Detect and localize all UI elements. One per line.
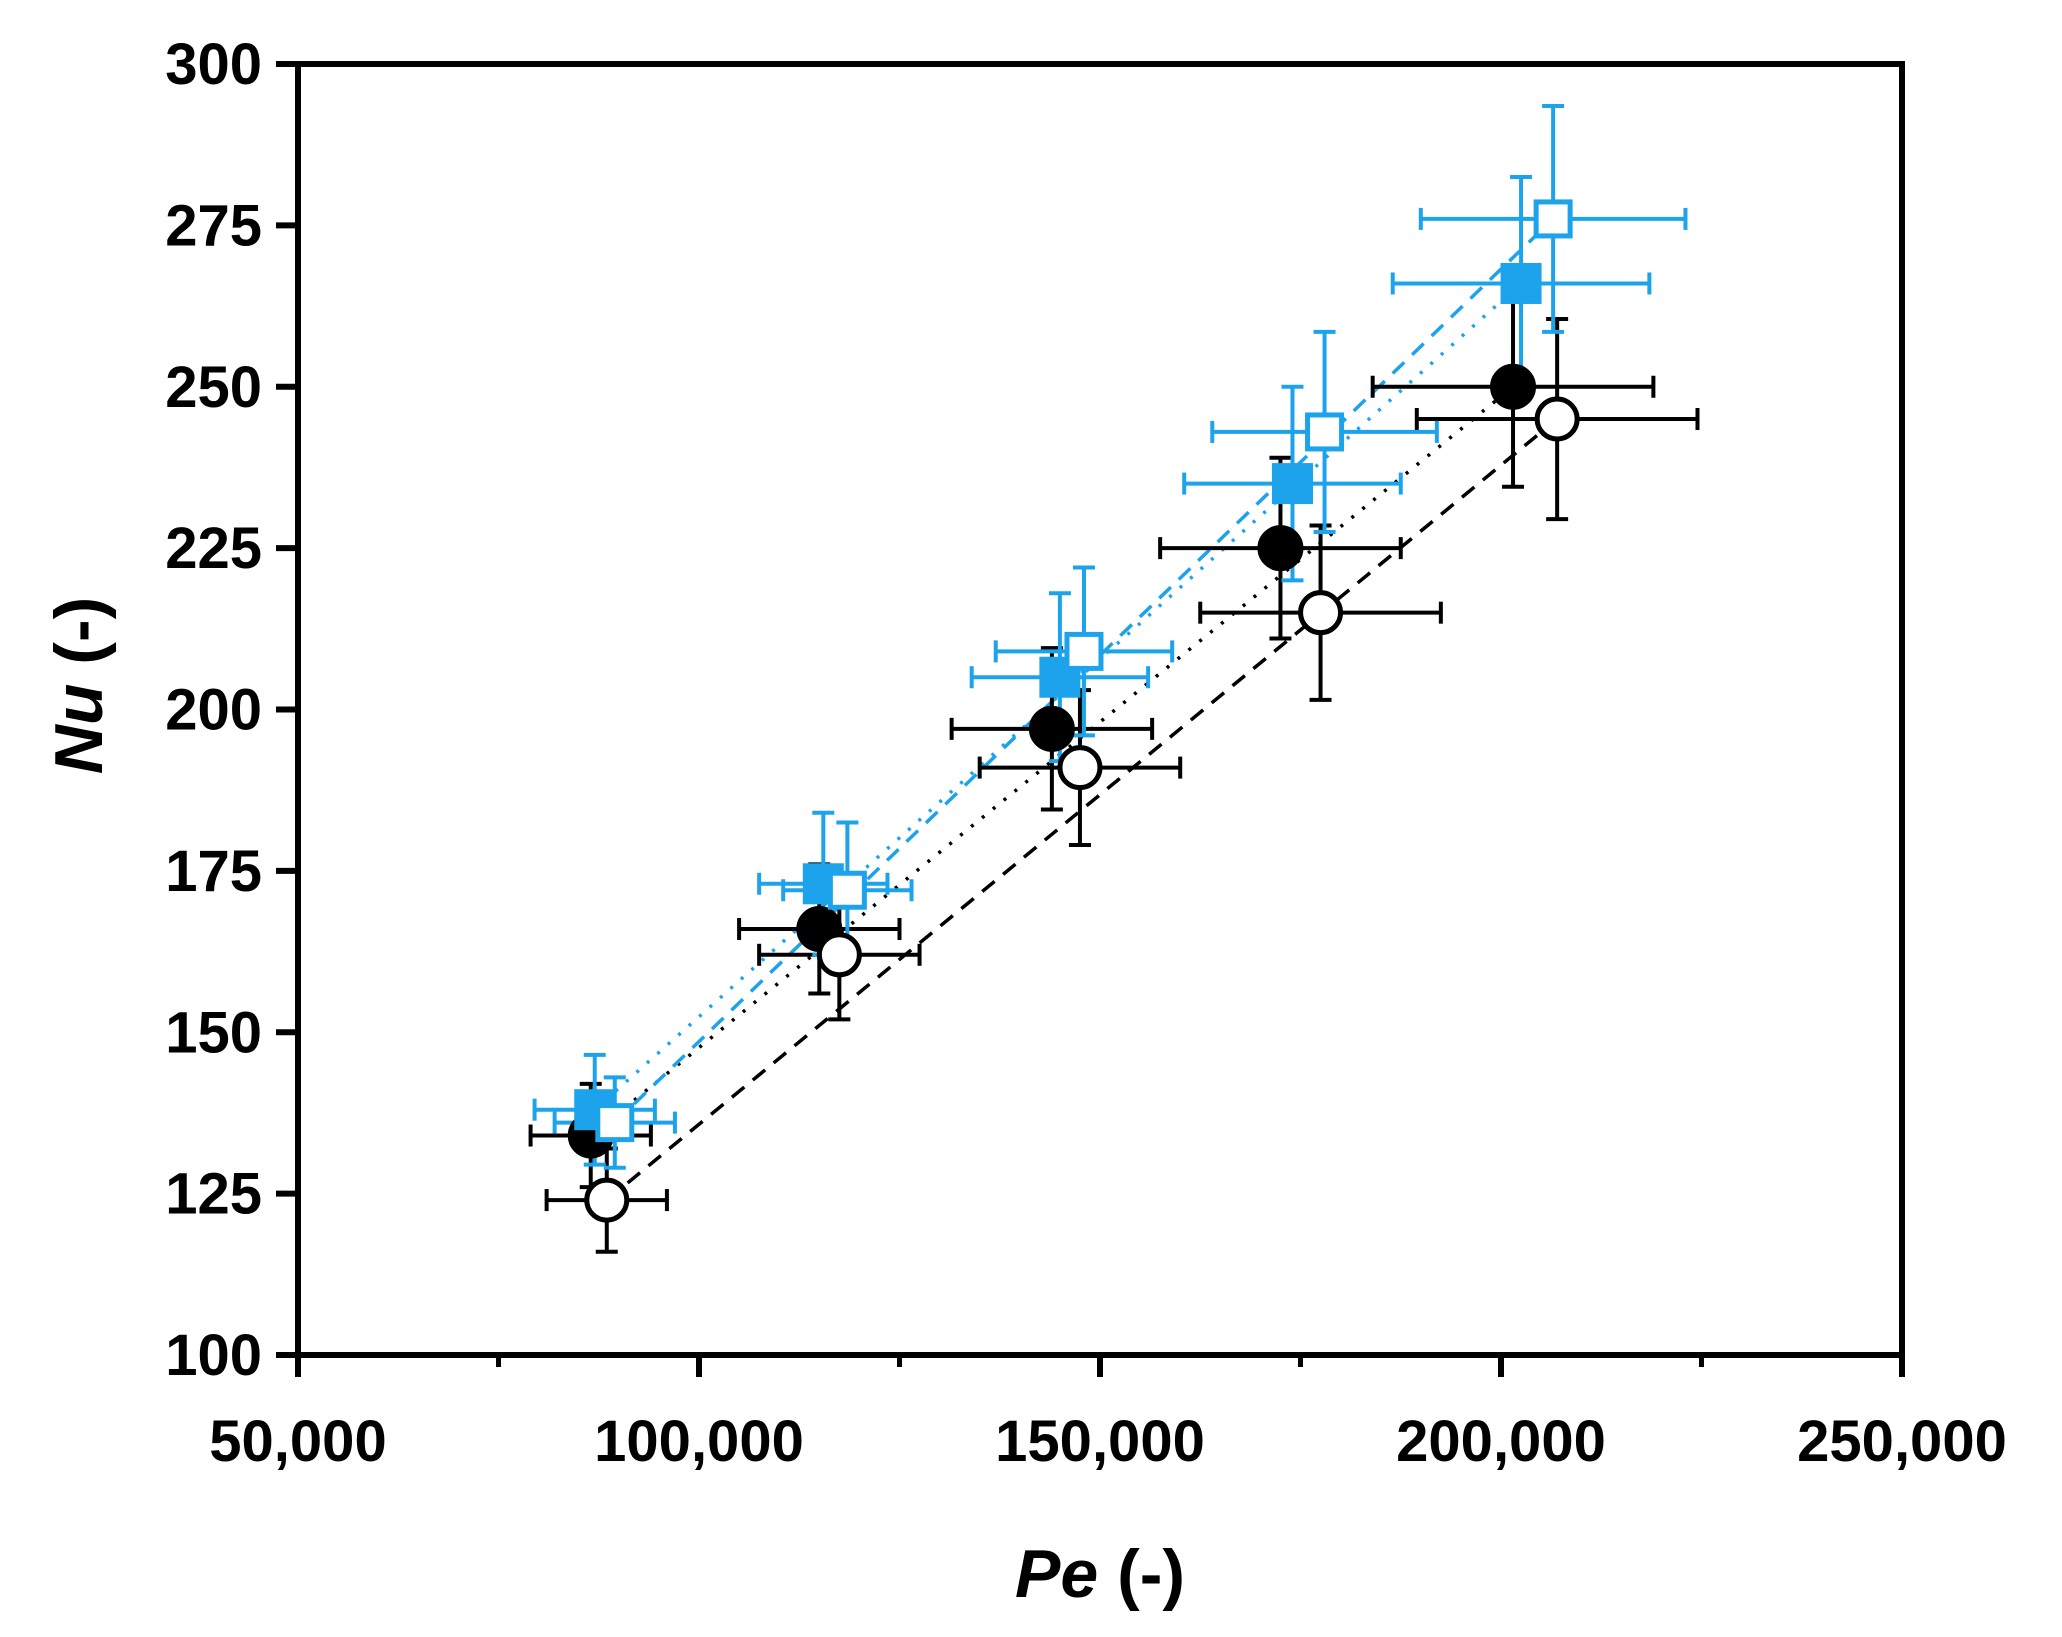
x-axis-symbol: Pe — [1015, 1536, 1098, 1612]
y-tick-label: 200 — [165, 678, 262, 743]
x-tick-label: 150,000 — [995, 1409, 1205, 1474]
data-point-filled-circle — [1257, 525, 1304, 572]
y-tick-label: 275 — [165, 193, 262, 258]
y-axis-unit: (-) — [41, 597, 117, 665]
data-point-open-circle — [816, 932, 862, 978]
y-tick-label: 100 — [165, 1323, 262, 1388]
data-point-open-circle — [1534, 396, 1580, 442]
y-tick-label: 150 — [165, 1000, 262, 1065]
y-tick-label: 250 — [165, 355, 262, 420]
data-point-open-square — [1064, 631, 1104, 671]
y-tick-label: 225 — [165, 516, 262, 581]
data-point-filled-circle — [1490, 363, 1537, 410]
x-tick-label: 50,000 — [209, 1409, 386, 1474]
tick-labels: 100 125 150 175 200 225 250 275 300 50,000 100,000… — [165, 32, 2007, 1474]
data-point-open-circle — [584, 1177, 630, 1223]
fit-line-series-1 — [589, 385, 1515, 1137]
x-tick-label: 100,000 — [594, 1409, 804, 1474]
y-tick-label: 125 — [165, 1162, 262, 1227]
plot-frame — [295, 61, 1905, 1358]
data-point-open-square — [827, 870, 867, 910]
y-axis-symbol: Nu — [41, 684, 117, 775]
y-tick-label: 175 — [165, 839, 262, 904]
data-point-open-square — [595, 1103, 635, 1143]
fit-lines — [589, 217, 1559, 1202]
data-point-open-square — [1533, 199, 1573, 239]
data-point-open-square — [1305, 412, 1345, 452]
fit-line-series-2 — [605, 417, 1559, 1202]
y-axis-title: Nu (-) — [41, 597, 117, 775]
axis-ticks — [276, 61, 1905, 1377]
x-tick-label: 200,000 — [1396, 1409, 1606, 1474]
data-point-open-circle — [1057, 745, 1103, 791]
data-markers — [567, 199, 1580, 1223]
data-point-filled-square — [1039, 656, 1081, 698]
x-tick-label: 250,000 — [1797, 1409, 2007, 1474]
y-tick-label: 300 — [165, 32, 262, 97]
x-axis-title: Pe (-) — [1015, 1536, 1185, 1612]
data-point-open-circle — [1298, 590, 1344, 636]
data-point-filled-circle — [1028, 705, 1075, 752]
x-axis-unit: (-) — [1117, 1536, 1185, 1612]
data-point-filled-square — [1271, 463, 1313, 505]
data-point-filled-square — [1500, 262, 1542, 304]
